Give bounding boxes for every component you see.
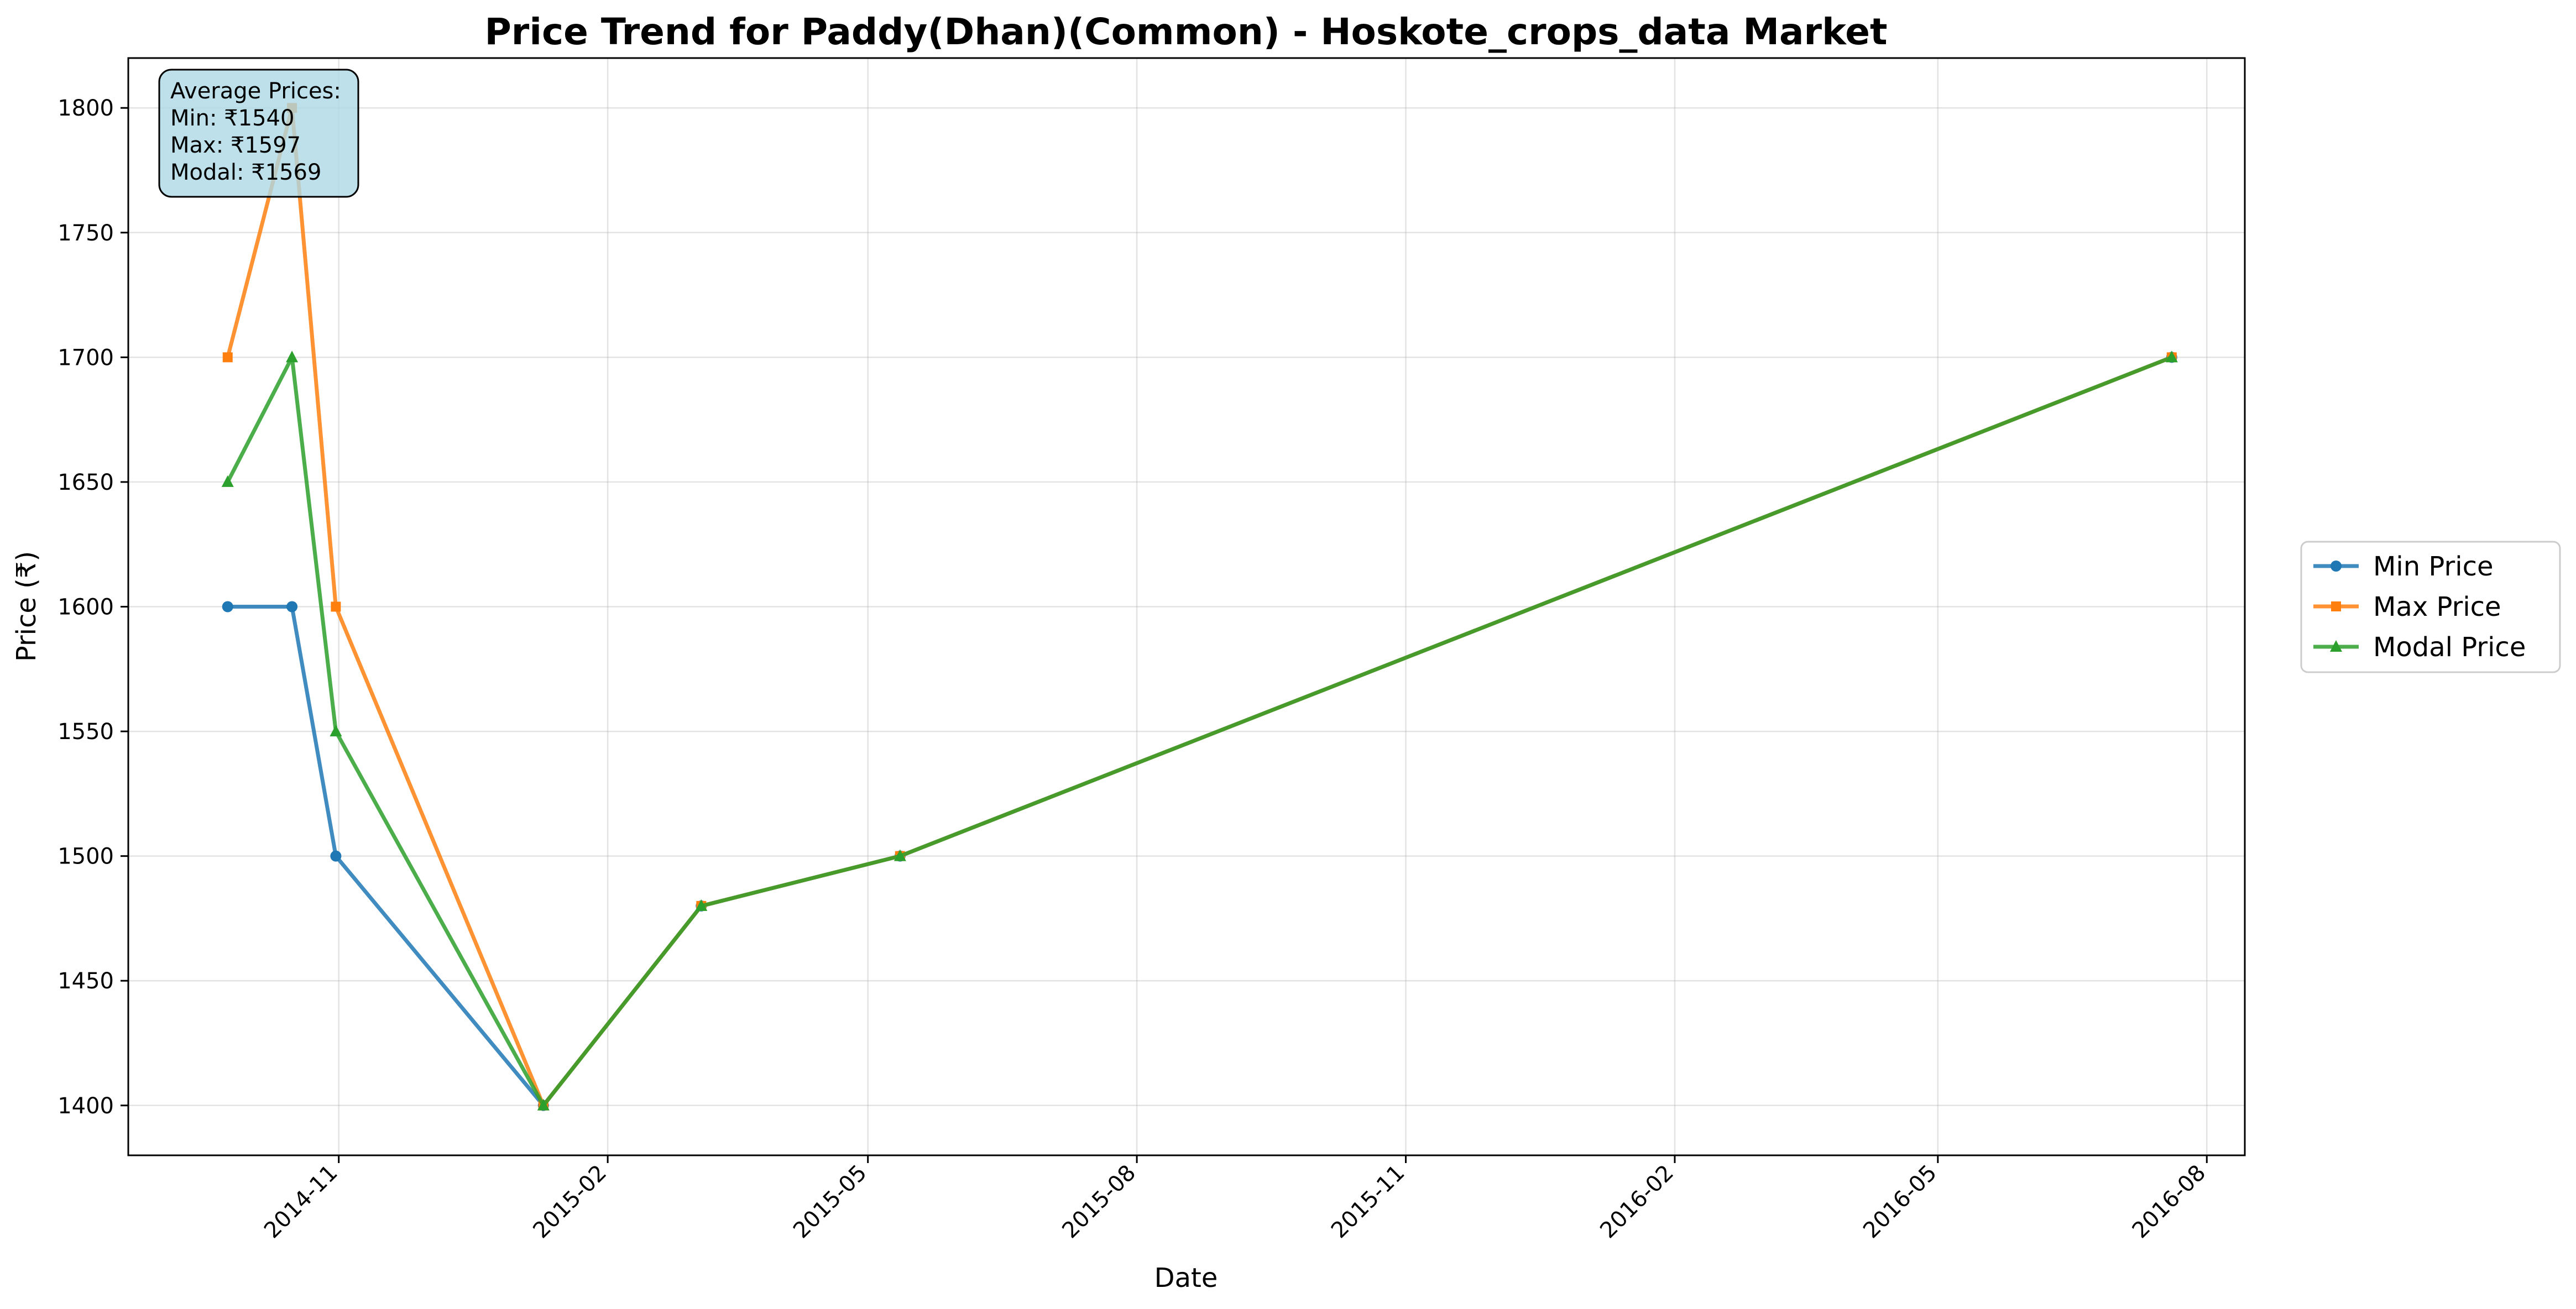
y-tick-label: 1600 [58, 595, 114, 620]
y-axis-label: Price (₹) [11, 551, 42, 662]
y-tick-label: 1450 [58, 968, 114, 994]
max-price-point [331, 601, 341, 612]
min-price-point [286, 601, 298, 612]
legend-entry-min-price: Min Price [2313, 551, 2494, 582]
modal-price-point [221, 475, 234, 487]
x-tick-label: 2014-11 [259, 1160, 343, 1244]
legend-swatch-marker [2331, 561, 2342, 572]
series-modal-price [221, 350, 2178, 1111]
x-axis-label: Date [1154, 1263, 1218, 1294]
grid-lines [128, 58, 2245, 1155]
modal-price-point [695, 899, 708, 911]
legend-swatch-marker [2331, 601, 2341, 611]
x-tick-label: 2016-02 [1595, 1160, 1679, 1244]
y-tick-label: 1750 [58, 221, 114, 246]
modal-price-point [893, 849, 906, 861]
average-prices-box-bg [158, 69, 359, 198]
legend-label: Max Price [2373, 591, 2501, 622]
axis-ticks: 1400 1450 1500 1550 1600 1650 1700 1750 1800 2014… [58, 96, 2211, 1243]
modal-price-point [2165, 350, 2178, 363]
y-tick-label: 1650 [58, 470, 114, 495]
legend-label: Min Price [2373, 551, 2494, 582]
x-tick-label: 2015-11 [1326, 1160, 1410, 1244]
chart-title: Price Trend for Paddy(Dhan)(Common) - Ho… [484, 11, 1887, 53]
legend-entry-modal-price: Modal Price [2313, 632, 2526, 663]
min-price-point [222, 601, 233, 612]
modal-price-point [537, 1098, 550, 1111]
legend-box [2300, 541, 2561, 673]
y-tick-label: 1550 [58, 719, 114, 745]
y-tick-label: 1700 [58, 345, 114, 370]
x-tick-label: 2016-05 [1858, 1160, 1942, 1244]
x-tick-label: 2016-08 [2128, 1160, 2211, 1244]
average-prices-line: Max: ₹1597 [170, 133, 301, 158]
legend-label: Modal Price [2373, 632, 2526, 663]
min-price-point [330, 850, 342, 862]
x-tick-label: 2015-05 [788, 1160, 872, 1244]
legend-swatch-marker [2330, 640, 2342, 652]
max-price-point [222, 352, 233, 363]
legend-entry-max-price: Max Price [2313, 591, 2501, 622]
average-prices-line: Average Prices: [170, 78, 341, 104]
modal-price-point [286, 350, 299, 363]
average-prices-line: Modal: ₹1569 [170, 160, 321, 185]
legend: Min Price Max Price Modal Price [2300, 541, 2561, 673]
modal-price-point [330, 725, 342, 737]
average-prices-line: Min: ₹1540 [170, 106, 294, 131]
x-tick-label: 2015-08 [1057, 1160, 1141, 1244]
y-tick-label: 1400 [58, 1093, 114, 1119]
x-tick-label: 2015-02 [528, 1160, 612, 1244]
y-tick-label: 1800 [58, 96, 114, 121]
y-tick-label: 1500 [58, 844, 114, 870]
